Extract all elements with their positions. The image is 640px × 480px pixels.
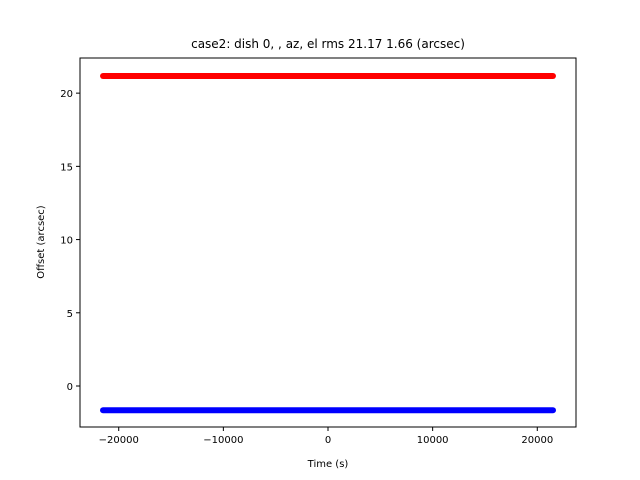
y-tick-label-3: 15 (60, 162, 73, 173)
x-tick-label-2: 0 (325, 435, 331, 446)
chart-title: case2: dish 0, , az, el rms 21.17 1.66 (… (191, 37, 465, 51)
y-tick-label-1: 5 (67, 309, 73, 320)
x-tick-label-4: 20000 (521, 435, 553, 446)
x-tick-label-1: −10000 (203, 435, 243, 446)
y-tick-label-0: 0 (67, 382, 73, 393)
x-tick-label-3: 10000 (417, 435, 449, 446)
y-tick-label-2: 10 (60, 236, 73, 247)
y-tick-label-4: 20 (60, 89, 73, 100)
x-axis-label: Time (s) (307, 459, 349, 470)
x-tick-label-0: −20000 (99, 435, 139, 446)
plot-area: −20000 −10000 0 10000 20000 0 5 10 15 20 (60, 57, 577, 446)
y-axis-label: Offset (arcsec) (36, 205, 47, 279)
